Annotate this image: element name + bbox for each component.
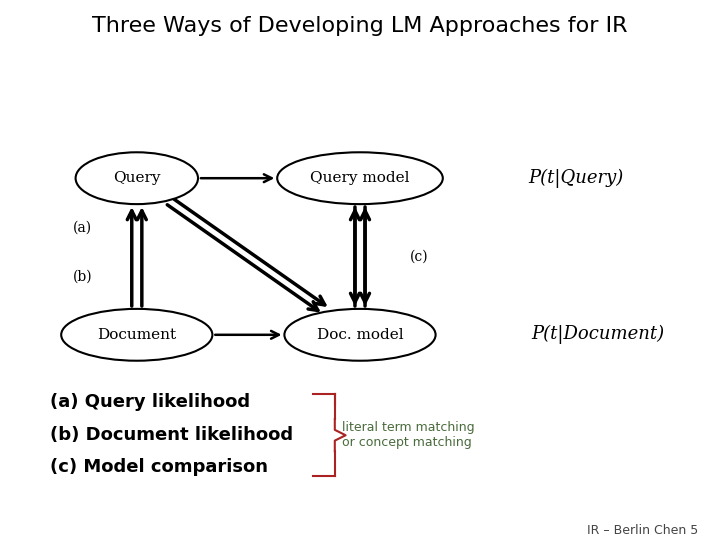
Text: Doc. model: Doc. model [317,328,403,342]
Text: (c) Model comparison: (c) Model comparison [50,458,269,476]
Text: P(t|Query): P(t|Query) [528,168,624,188]
Ellipse shape [284,309,436,361]
Text: literal term matching
or concept matching: literal term matching or concept matchin… [342,421,474,449]
Ellipse shape [76,152,198,204]
Text: Three Ways of Developing LM Approaches for IR: Three Ways of Developing LM Approaches f… [92,16,628,36]
Text: (b) Document likelihood: (b) Document likelihood [50,426,294,444]
Text: Document: Document [97,328,176,342]
Text: (a): (a) [73,221,92,235]
Text: P(t|Document): P(t|Document) [531,325,664,345]
Ellipse shape [61,309,212,361]
Text: Query model: Query model [310,171,410,185]
Text: (c): (c) [410,249,428,264]
Text: Query: Query [113,171,161,185]
Ellipse shape [277,152,443,204]
Text: IR – Berlin Chen 5: IR – Berlin Chen 5 [587,524,698,537]
Text: (a) Query likelihood: (a) Query likelihood [50,393,251,411]
Text: (b): (b) [73,269,93,284]
